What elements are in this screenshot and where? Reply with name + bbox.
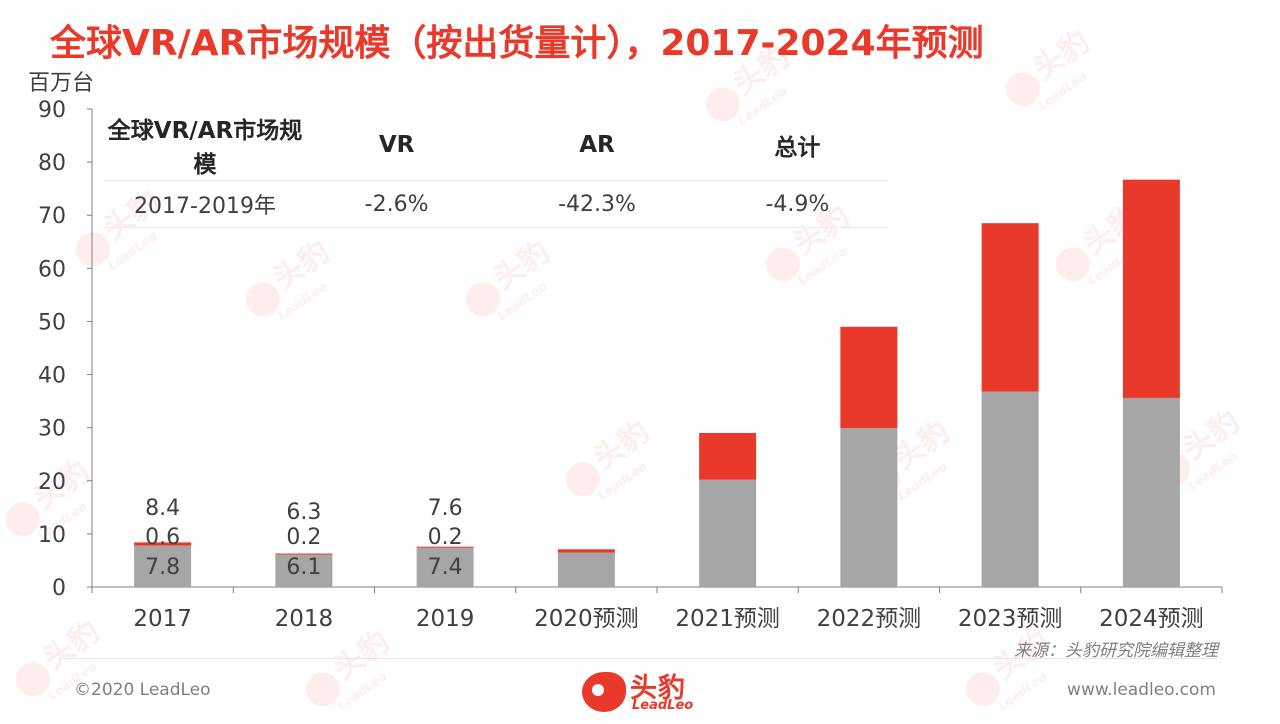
bar-ar-segment bbox=[699, 432, 757, 480]
data-label-ar: 0.2 bbox=[286, 525, 321, 550]
table-header-cell: AR bbox=[487, 110, 707, 181]
x-tick-label: 2017 bbox=[133, 606, 192, 632]
leadleo-logo: 头豹 LeadLeo bbox=[578, 662, 708, 718]
table-cell: -42.3% bbox=[487, 180, 707, 228]
y-tick-label: 60 bbox=[38, 257, 66, 282]
footer-divider bbox=[62, 658, 1218, 659]
y-tick-label: 10 bbox=[38, 523, 66, 548]
x-tick-label: 2020预测 bbox=[534, 606, 639, 632]
bar-ar-segment bbox=[557, 549, 615, 553]
bar-ar-segment bbox=[840, 326, 898, 429]
table-cell: 2017-2019年 bbox=[104, 180, 306, 228]
bar-ar-segment bbox=[1122, 179, 1180, 398]
y-tick-label: 80 bbox=[38, 151, 66, 176]
data-label-total: 7.6 bbox=[428, 496, 463, 521]
y-tick-label: 40 bbox=[38, 364, 66, 389]
y-axis-unit-label: 百万台 bbox=[28, 71, 94, 96]
x-tick-label: 2023预测 bbox=[958, 606, 1063, 632]
logo-text-cn: 头豹 bbox=[630, 673, 686, 704]
y-tick-label: 0 bbox=[52, 576, 66, 601]
y-tick-label: 20 bbox=[38, 470, 66, 495]
bar-vr-segment bbox=[557, 552, 615, 587]
bar-vr-segment bbox=[1122, 397, 1180, 587]
table-cell: -2.6% bbox=[306, 180, 488, 228]
chart-title: 全球VR/AR市场规模（按出货量计），2017-2024年预测 bbox=[50, 23, 984, 64]
data-label-ar: 0.6 bbox=[145, 525, 180, 550]
table-header-row: 全球VR/AR市场规模 VR AR 总计 bbox=[104, 110, 888, 181]
logo-text-en: LeadLeo bbox=[632, 698, 694, 713]
table-cell: -4.9% bbox=[706, 180, 888, 228]
bar-vr-segment bbox=[134, 545, 192, 587]
y-tick-label: 90 bbox=[38, 98, 66, 123]
data-label-ar: 0.2 bbox=[428, 525, 463, 550]
bar-ar-segment bbox=[134, 542, 192, 546]
website-link[interactable]: www.leadleo.com bbox=[1067, 680, 1216, 700]
growth-rate-table: 全球VR/AR市场规模 VR AR 总计 2017-2019年 -2.6% -4… bbox=[104, 110, 888, 228]
bar-vr-segment bbox=[699, 479, 757, 587]
data-label-vr: 7.4 bbox=[428, 555, 463, 580]
y-tick-label: 50 bbox=[38, 310, 66, 335]
x-tick-label: 2022预测 bbox=[817, 606, 922, 632]
y-tick-label: 70 bbox=[38, 204, 66, 229]
y-tick-label: 30 bbox=[38, 417, 66, 442]
table-header-cell: VR bbox=[306, 110, 488, 181]
data-label-total: 8.4 bbox=[145, 496, 180, 521]
x-tick-label: 2021预测 bbox=[675, 606, 780, 632]
copyright-text: ©2020 LeadLeo bbox=[74, 680, 211, 700]
bar-vr-segment bbox=[981, 391, 1039, 587]
bar-ar-segment bbox=[416, 546, 474, 548]
source-note: 来源：头豹研究院编辑整理 bbox=[1014, 641, 1218, 661]
table-row: 2017-2019年 -2.6% -42.3% -4.9% bbox=[104, 180, 888, 228]
x-tick-label: 2019 bbox=[416, 606, 475, 632]
x-tick-label: 2018 bbox=[275, 606, 334, 632]
bar-vr-segment bbox=[840, 428, 898, 587]
table-header-cell: 总计 bbox=[706, 110, 888, 181]
bar-ar-segment bbox=[981, 223, 1039, 392]
x-tick-label: 2024预测 bbox=[1099, 606, 1204, 632]
data-label-total: 6.3 bbox=[286, 500, 321, 525]
bar-vr-segment bbox=[275, 554, 333, 587]
data-label-vr: 7.8 bbox=[145, 555, 180, 580]
table-header-cell: 全球VR/AR市场规模 bbox=[104, 110, 306, 181]
leopard-icon bbox=[582, 672, 626, 712]
bar-vr-segment bbox=[416, 547, 474, 587]
bar-ar-segment bbox=[275, 553, 333, 555]
data-label-vr: 6.1 bbox=[286, 555, 321, 580]
